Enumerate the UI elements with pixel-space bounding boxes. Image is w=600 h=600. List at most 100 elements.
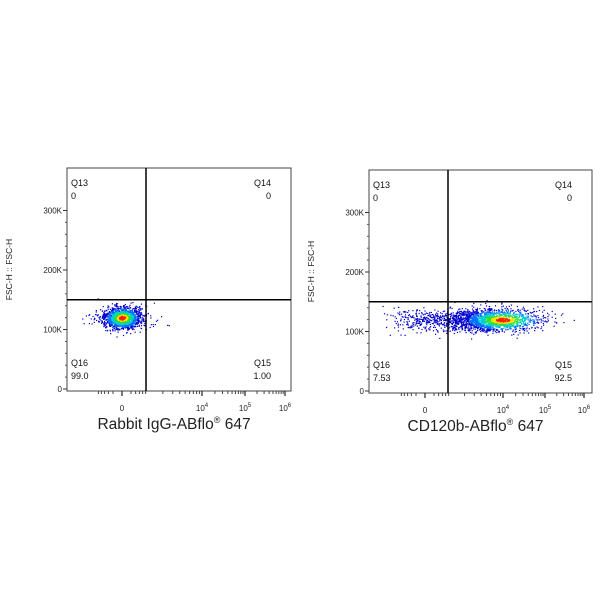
data-point [528,328,530,330]
data-point [107,306,109,309]
data-point [440,327,442,329]
data-point [443,325,445,327]
data-point [510,311,512,313]
data-point [465,316,467,318]
data-point [520,320,522,322]
data-point [132,324,134,326]
data-point [424,313,426,315]
data-point [429,321,431,324]
data-point [111,317,113,319]
data-point [455,316,457,318]
data-point [459,320,461,322]
data-point [508,314,510,317]
data-point [446,332,448,334]
data-point [463,321,465,323]
data-point [471,323,473,326]
data-point [493,312,495,314]
data-point [133,310,135,312]
data-point [121,324,123,326]
data-point [422,318,424,320]
data-point [479,317,481,319]
data-point [108,320,110,322]
data-point [453,318,455,320]
data-point [455,325,457,327]
data-point [500,321,502,323]
data-point [143,315,146,317]
data-point [459,308,461,310]
data-point [430,326,432,328]
data-point [416,315,418,318]
data-point [416,318,418,321]
data-point [99,316,101,318]
data-point [128,323,130,325]
data-point [514,329,516,331]
data-point [528,321,530,323]
data-point [133,316,135,318]
data-point [498,331,500,334]
data-point [122,315,124,317]
data-point [463,323,465,325]
data-point [137,316,139,318]
data-point [455,322,458,324]
data-point [119,325,121,327]
data-point [456,331,459,333]
data-point [462,315,464,317]
data-point [484,319,486,321]
data-point [135,312,137,314]
data-point [410,325,412,327]
x-tick-exponent: 6 [288,403,292,409]
data-point [544,317,546,319]
data-point [108,319,110,321]
data-point [489,320,491,322]
data-point [410,327,412,329]
data-point [480,310,482,312]
data-point [517,325,519,327]
quadrant-value-q14: 0 [266,191,271,201]
data-point [444,330,446,332]
data-point [404,316,406,318]
data-point [150,324,152,326]
data-point [457,322,459,324]
data-point [522,323,525,325]
data-point [450,325,453,327]
data-point [477,313,479,315]
data-point [136,317,138,319]
data-point [517,321,519,323]
data-point [429,323,431,326]
data-point [425,330,427,332]
data-point [139,308,141,310]
data-point [478,324,480,327]
data-point [102,306,104,308]
data-point [516,315,518,318]
data-point [383,313,386,315]
quadrant-value-q15: 92.5 [554,373,572,383]
data-point [493,322,495,324]
data-point [100,320,102,322]
data-point [467,320,469,322]
data-point [507,321,509,323]
data-point [132,317,134,319]
data-point [473,311,475,313]
data-point [121,327,123,329]
data-point [487,319,489,321]
data-point [140,313,143,315]
data-point [516,322,518,324]
data-point [463,317,465,319]
data-point [427,312,429,315]
data-point [103,315,105,317]
data-point [512,325,514,328]
data-point [150,317,152,319]
x-tick-label: 106 [279,403,292,413]
data-point [488,321,490,323]
data-point [537,327,539,329]
data-point [435,321,437,324]
data-point [426,329,428,331]
data-point [507,314,509,316]
data-point [83,323,85,325]
data-point [427,319,429,321]
data-point [122,312,124,314]
data-point [438,318,440,320]
data-point [138,316,141,318]
data-point [471,332,473,334]
data-point [425,322,427,324]
